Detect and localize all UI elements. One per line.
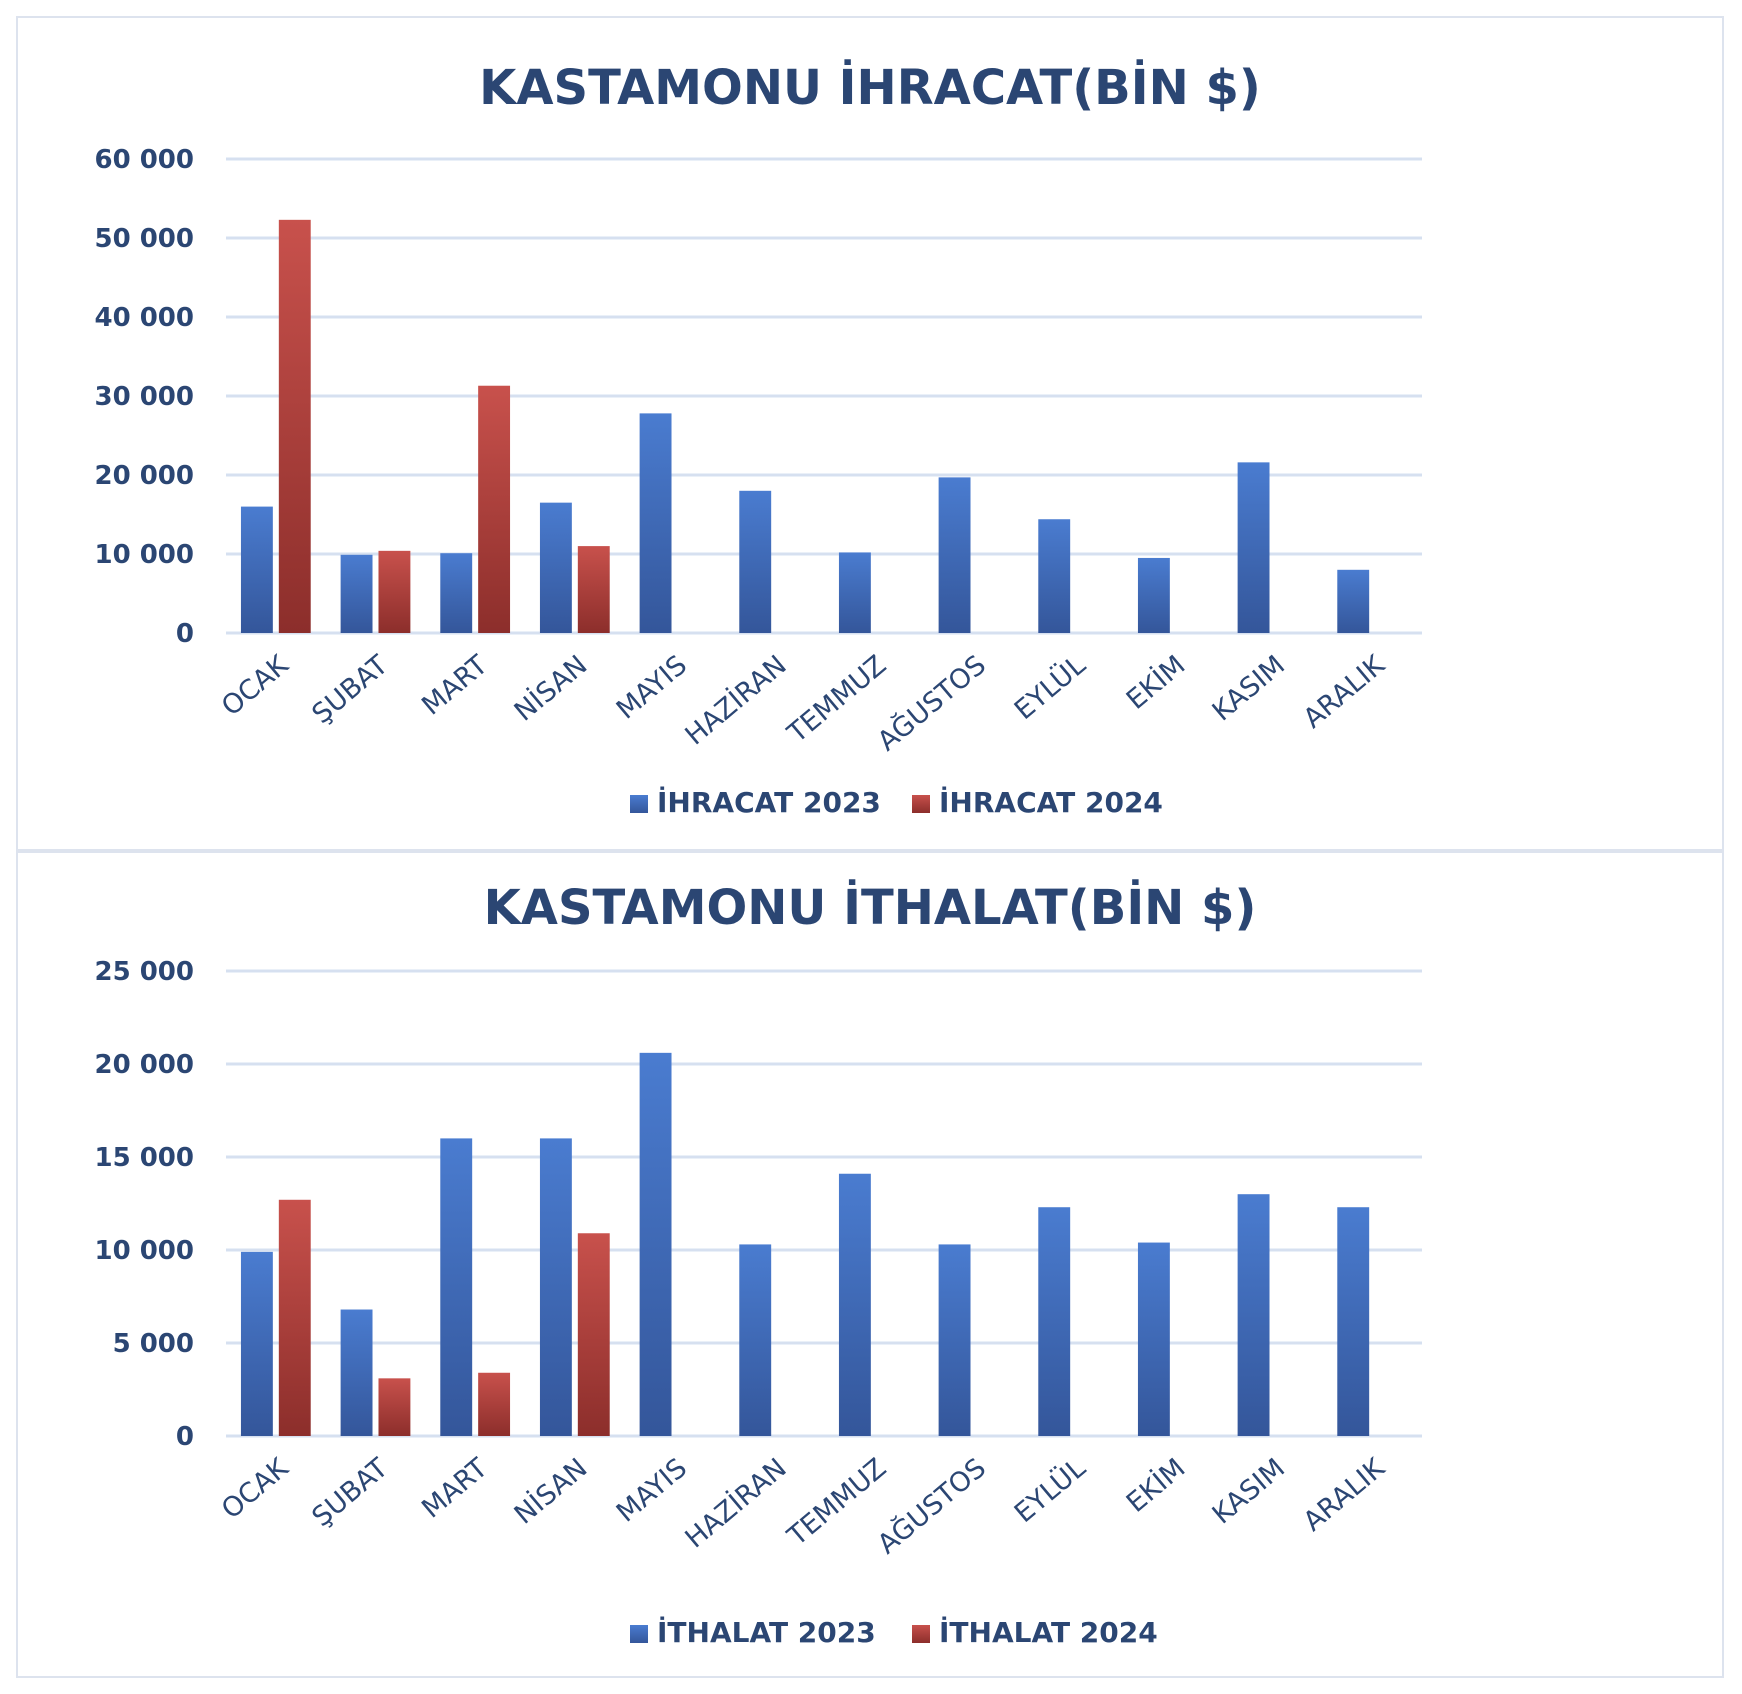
- import-y-tick-label: 5 000: [113, 1329, 194, 1359]
- export-bar-2023-8: [938, 477, 971, 633]
- export-bar-2023-5: [639, 413, 672, 633]
- import-x-tick-label: AĞUSTOS: [871, 1452, 992, 1561]
- export-bar-2023-1: [240, 506, 273, 633]
- import-x-tick-label: OCAK: [216, 1452, 295, 1526]
- export-x-tick-label: HAZİRAN: [679, 649, 793, 752]
- export-y-tick-label: 0: [176, 619, 194, 649]
- import-bar-2024-2: [378, 1378, 411, 1436]
- export-bar-2023-4: [539, 502, 572, 633]
- export-x-tick-label: ARALIK: [1298, 649, 1392, 735]
- import-x-tick-label: KASIM: [1207, 1453, 1291, 1531]
- export-x-tick-label: ŞUBAT: [306, 649, 394, 730]
- import-y-tick-label: 15 000: [94, 1143, 194, 1173]
- export-x-tick-label: OCAK: [216, 649, 295, 723]
- export-bar-2023-11: [1237, 462, 1270, 633]
- export-x-tick-label: EKİM: [1120, 649, 1191, 716]
- import-x-tick-label: MART: [416, 1452, 494, 1524]
- import-bar-2023-7: [838, 1173, 871, 1436]
- export-bar-2024-2: [378, 550, 411, 633]
- import-x-tick-label: EKİM: [1120, 1452, 1191, 1519]
- import-y-tick-label: 25 000: [94, 957, 194, 987]
- export-bar-2024-4: [577, 546, 610, 633]
- import-x-tick-label: NİSAN: [508, 1452, 593, 1531]
- import-legend-swatch-1: [630, 1625, 648, 1643]
- export-bar-2023-3: [440, 553, 473, 633]
- import-legend-label-2: İTHALAT 2024: [939, 1615, 1158, 1649]
- import-bar-2023-11: [1237, 1194, 1270, 1436]
- import-y-tick-label: 10 000: [94, 1236, 194, 1266]
- export-legend-swatch-2: [912, 795, 930, 813]
- export-x-tick-label: EYLÜL: [1008, 649, 1091, 726]
- import-legend-swatch-2: [912, 1625, 930, 1643]
- import-bar-2023-5: [639, 1052, 672, 1436]
- import-bar-2023-10: [1137, 1242, 1170, 1436]
- import-y-tick-label: 20 000: [94, 1050, 194, 1080]
- import-bar-2024-1: [278, 1199, 311, 1436]
- export-bar-2023-12: [1337, 569, 1370, 633]
- export-y-tick-label: 10 000: [94, 540, 194, 570]
- import-x-tick-label: MAYIS: [611, 1453, 693, 1529]
- export-chart-title: KASTAMONU İHRACAT(BİN $): [479, 59, 1261, 116]
- export-x-tick-label: MAYIS: [611, 650, 693, 726]
- import-bar-2023-4: [539, 1138, 572, 1436]
- export-y-tick-label: 20 000: [94, 461, 194, 491]
- export-y-tick-label: 60 000: [94, 145, 194, 175]
- import-bar-2023-12: [1337, 1207, 1370, 1436]
- import-x-tick-label: ŞUBAT: [306, 1452, 394, 1533]
- export-bar-2023-7: [838, 552, 871, 633]
- import-bar-2023-9: [1038, 1207, 1071, 1436]
- export-y-tick-label: 50 000: [94, 224, 194, 254]
- export-x-tick-label: NİSAN: [508, 649, 593, 728]
- import-x-tick-label: ARALIK: [1298, 1452, 1392, 1538]
- export-legend-label-1: İHRACAT 2023: [657, 785, 881, 819]
- import-bar-2023-2: [340, 1309, 373, 1436]
- export-bar-2024-1: [278, 219, 311, 633]
- import-bar-2024-3: [478, 1372, 511, 1436]
- export-chart-panel: KASTAMONU İHRACAT(BİN $) 0 10 000 20 000 30…: [16, 16, 1724, 851]
- import-legend-label-1: İTHALAT 2023: [657, 1615, 876, 1649]
- export-bar-2023-9: [1038, 519, 1071, 633]
- import-bar-2023-8: [938, 1244, 971, 1436]
- export-x-tick-label: MART: [416, 649, 494, 721]
- import-chart-panel: KASTAMONU İTHALAT(BİN $) 0 5 000 10 000 15 …: [16, 851, 1724, 1678]
- import-x-tick-label: HAZİRAN: [679, 1452, 793, 1555]
- export-chart: KASTAMONU İHRACAT(BİN $) 0 10 000 20 000 30…: [94, 59, 1422, 819]
- export-bar-2023-2: [340, 554, 373, 633]
- export-bar-2024-3: [478, 385, 511, 633]
- export-legend-label-2: İHRACAT 2024: [939, 785, 1163, 819]
- import-bar-2023-3: [440, 1138, 473, 1436]
- import-x-tick-label: EYLÜL: [1008, 1452, 1091, 1529]
- export-bar-2023-10: [1137, 557, 1170, 633]
- export-bar-2023-6: [739, 490, 772, 633]
- import-bar-2023-1: [240, 1251, 273, 1436]
- import-chart-title: KASTAMONU İTHALAT(BİN $): [484, 879, 1257, 936]
- export-x-tick-label: KASIM: [1207, 650, 1291, 728]
- import-chart: KASTAMONU İTHALAT(BİN $) 0 5 000 10 000 15 …: [94, 879, 1422, 1649]
- export-legend-swatch-1: [630, 795, 648, 813]
- export-y-tick-label: 40 000: [94, 303, 194, 333]
- export-y-tick-label: 30 000: [94, 382, 194, 412]
- import-y-tick-label: 0: [176, 1422, 194, 1452]
- import-bar-2023-6: [739, 1244, 772, 1436]
- import-bar-2024-4: [577, 1233, 610, 1436]
- export-x-tick-label: AĞUSTOS: [871, 649, 992, 758]
